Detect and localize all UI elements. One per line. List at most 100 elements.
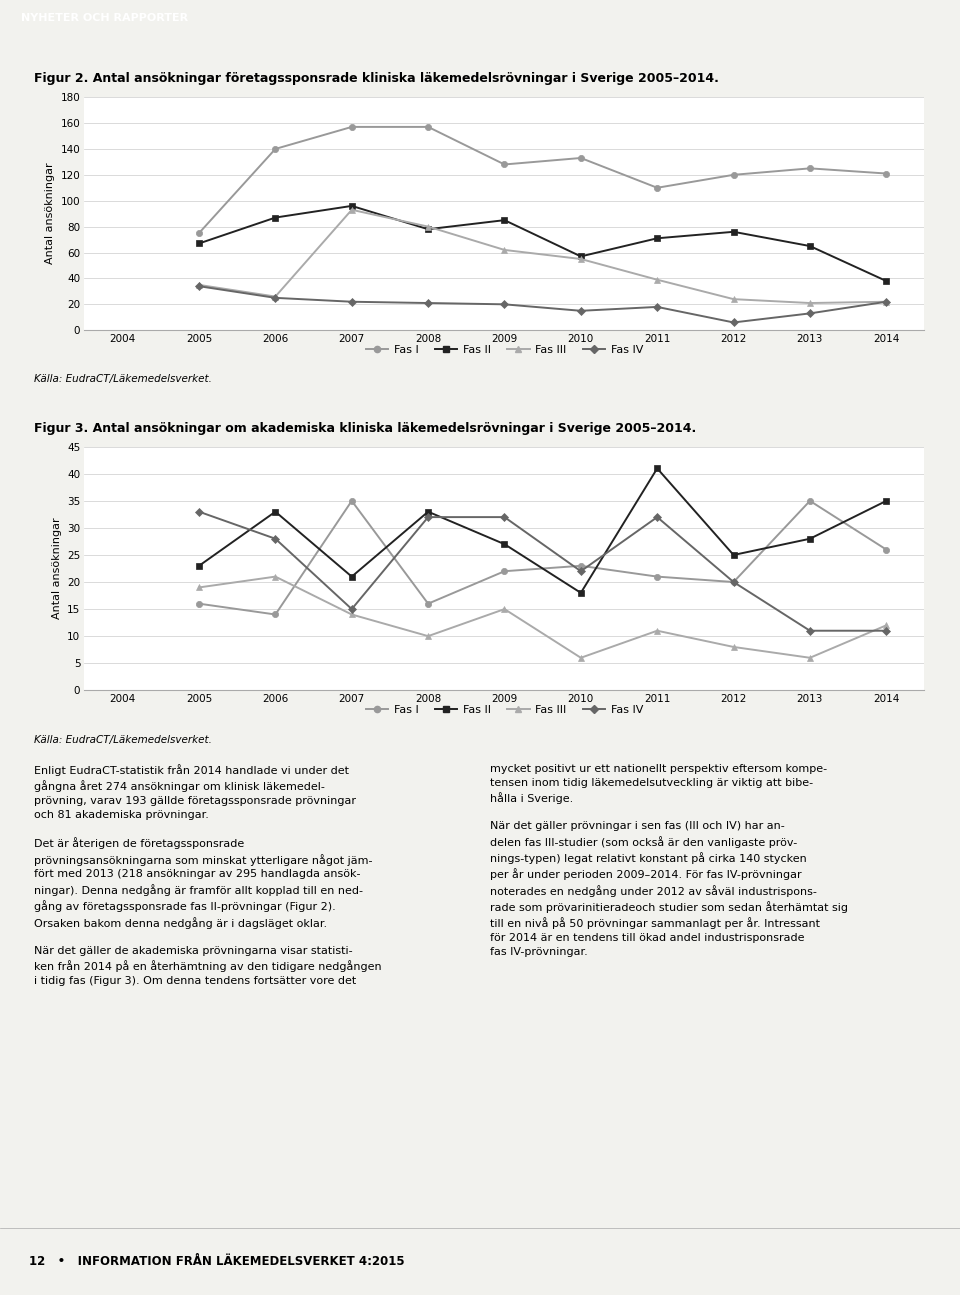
Text: Figur 3. Antal ansökningar om akademiska kliniska läkemedelsrövningar i Sverige : Figur 3. Antal ansökningar om akademiska…: [34, 422, 696, 435]
Fas III: [652, 272, 663, 287]
Fas IV: [346, 601, 357, 616]
Fas III: [193, 580, 204, 596]
Fas III: [804, 650, 816, 666]
Fas III: [193, 277, 204, 293]
Fas III: [346, 202, 357, 218]
Fas I: [804, 493, 816, 509]
Fas III: [498, 242, 510, 258]
Fas II: [880, 493, 892, 509]
Fas I: [193, 596, 204, 611]
Fas III: [804, 295, 816, 311]
Fas III: [652, 623, 663, 638]
Fas III: [728, 640, 739, 655]
Legend: Fas I, Fas II, Fas III, Fas IV: Fas I, Fas II, Fas III, Fas IV: [361, 701, 648, 720]
Fas II: [422, 221, 434, 237]
Fas I: [422, 596, 434, 611]
Text: mycket positivt ur ett nationellt perspektiv eftersom kompe-
tensen inom tidig l: mycket positivt ur ett nationellt perspe…: [490, 764, 848, 957]
Fas I: [575, 558, 587, 574]
Line: Fas IV: Fas IV: [196, 284, 889, 325]
Fas IV: [880, 294, 892, 310]
Fas II: [575, 585, 587, 601]
Fas I: [193, 225, 204, 241]
Fas I: [346, 119, 357, 135]
Fas II: [804, 238, 816, 254]
Fas IV: [804, 623, 816, 638]
Fas I: [498, 157, 510, 172]
Fas II: [498, 212, 510, 228]
Fas I: [728, 574, 739, 589]
Line: Fas IV: Fas IV: [196, 509, 889, 633]
Line: Fas III: Fas III: [196, 207, 889, 306]
Fas IV: [422, 295, 434, 311]
Y-axis label: Antal ansökningar: Antal ansökningar: [45, 163, 55, 264]
Fas IV: [575, 303, 587, 319]
Fas I: [270, 607, 281, 623]
Fas II: [422, 504, 434, 519]
Fas I: [880, 541, 892, 557]
Fas IV: [498, 297, 510, 312]
Fas IV: [652, 509, 663, 524]
Fas IV: [880, 623, 892, 638]
Text: Källa: EudraCT/Läkemedelsverket.: Källa: EudraCT/Läkemedelsverket.: [34, 374, 211, 383]
Fas III: [422, 219, 434, 234]
Fas I: [498, 563, 510, 579]
Fas I: [652, 180, 663, 196]
Line: Fas I: Fas I: [196, 124, 889, 236]
Fas II: [270, 504, 281, 519]
Fas III: [728, 291, 739, 307]
Text: 12   •   INFORMATION FRÅN LÄKEMEDELSVERKET 4:2015: 12 • INFORMATION FRÅN LÄKEMEDELSVERKET 4…: [29, 1255, 404, 1268]
Fas IV: [728, 315, 739, 330]
Fas III: [270, 289, 281, 304]
Fas II: [575, 249, 587, 264]
Fas IV: [728, 574, 739, 589]
Fas III: [880, 294, 892, 310]
Fas II: [346, 198, 357, 214]
Fas III: [880, 618, 892, 633]
Fas I: [422, 119, 434, 135]
Fas IV: [193, 504, 204, 519]
Text: Källa: EudraCT/Läkemedelsverket.: Källa: EudraCT/Läkemedelsverket.: [34, 736, 211, 745]
Fas IV: [575, 563, 587, 579]
Fas IV: [270, 531, 281, 546]
Fas II: [652, 461, 663, 477]
Fas II: [652, 231, 663, 246]
Text: Figur 2. Antal ansökningar företagssponsrade kliniska läkemedelsrövningar i Sver: Figur 2. Antal ansökningar företagsspons…: [34, 73, 718, 85]
Fas III: [498, 601, 510, 616]
Text: Enligt EudraCT-statistik från 2014 handlade vi under det
gångna året 274 ansökni: Enligt EudraCT-statistik från 2014 handl…: [34, 764, 381, 985]
Fas II: [270, 210, 281, 225]
Fas IV: [652, 299, 663, 315]
Fas II: [804, 531, 816, 546]
Fas I: [270, 141, 281, 157]
Fas II: [193, 236, 204, 251]
Line: Fas I: Fas I: [196, 497, 889, 618]
Fas III: [270, 569, 281, 584]
Fas I: [346, 493, 357, 509]
Fas IV: [193, 278, 204, 294]
Fas II: [880, 273, 892, 289]
Fas III: [575, 650, 587, 666]
Legend: Fas I, Fas II, Fas III, Fas IV: Fas I, Fas II, Fas III, Fas IV: [361, 341, 648, 360]
Fas IV: [498, 509, 510, 524]
Fas I: [880, 166, 892, 181]
Fas III: [422, 628, 434, 644]
Fas III: [346, 607, 357, 623]
Fas II: [193, 558, 204, 574]
Fas II: [728, 548, 739, 563]
Line: Fas II: Fas II: [196, 465, 889, 596]
Fas II: [346, 569, 357, 584]
Y-axis label: Antal ansökningar: Antal ansökningar: [52, 518, 61, 619]
Fas I: [575, 150, 587, 166]
Text: NYHETER OCH RAPPORTER: NYHETER OCH RAPPORTER: [21, 13, 188, 23]
Fas I: [804, 161, 816, 176]
Fas I: [652, 569, 663, 584]
Fas IV: [346, 294, 357, 310]
Fas II: [498, 536, 510, 552]
Fas IV: [270, 290, 281, 306]
Fas IV: [804, 306, 816, 321]
Line: Fas II: Fas II: [196, 203, 889, 284]
Line: Fas III: Fas III: [196, 574, 889, 660]
Fas I: [728, 167, 739, 183]
Fas II: [728, 224, 739, 240]
Fas IV: [422, 509, 434, 524]
Fas III: [575, 251, 587, 267]
